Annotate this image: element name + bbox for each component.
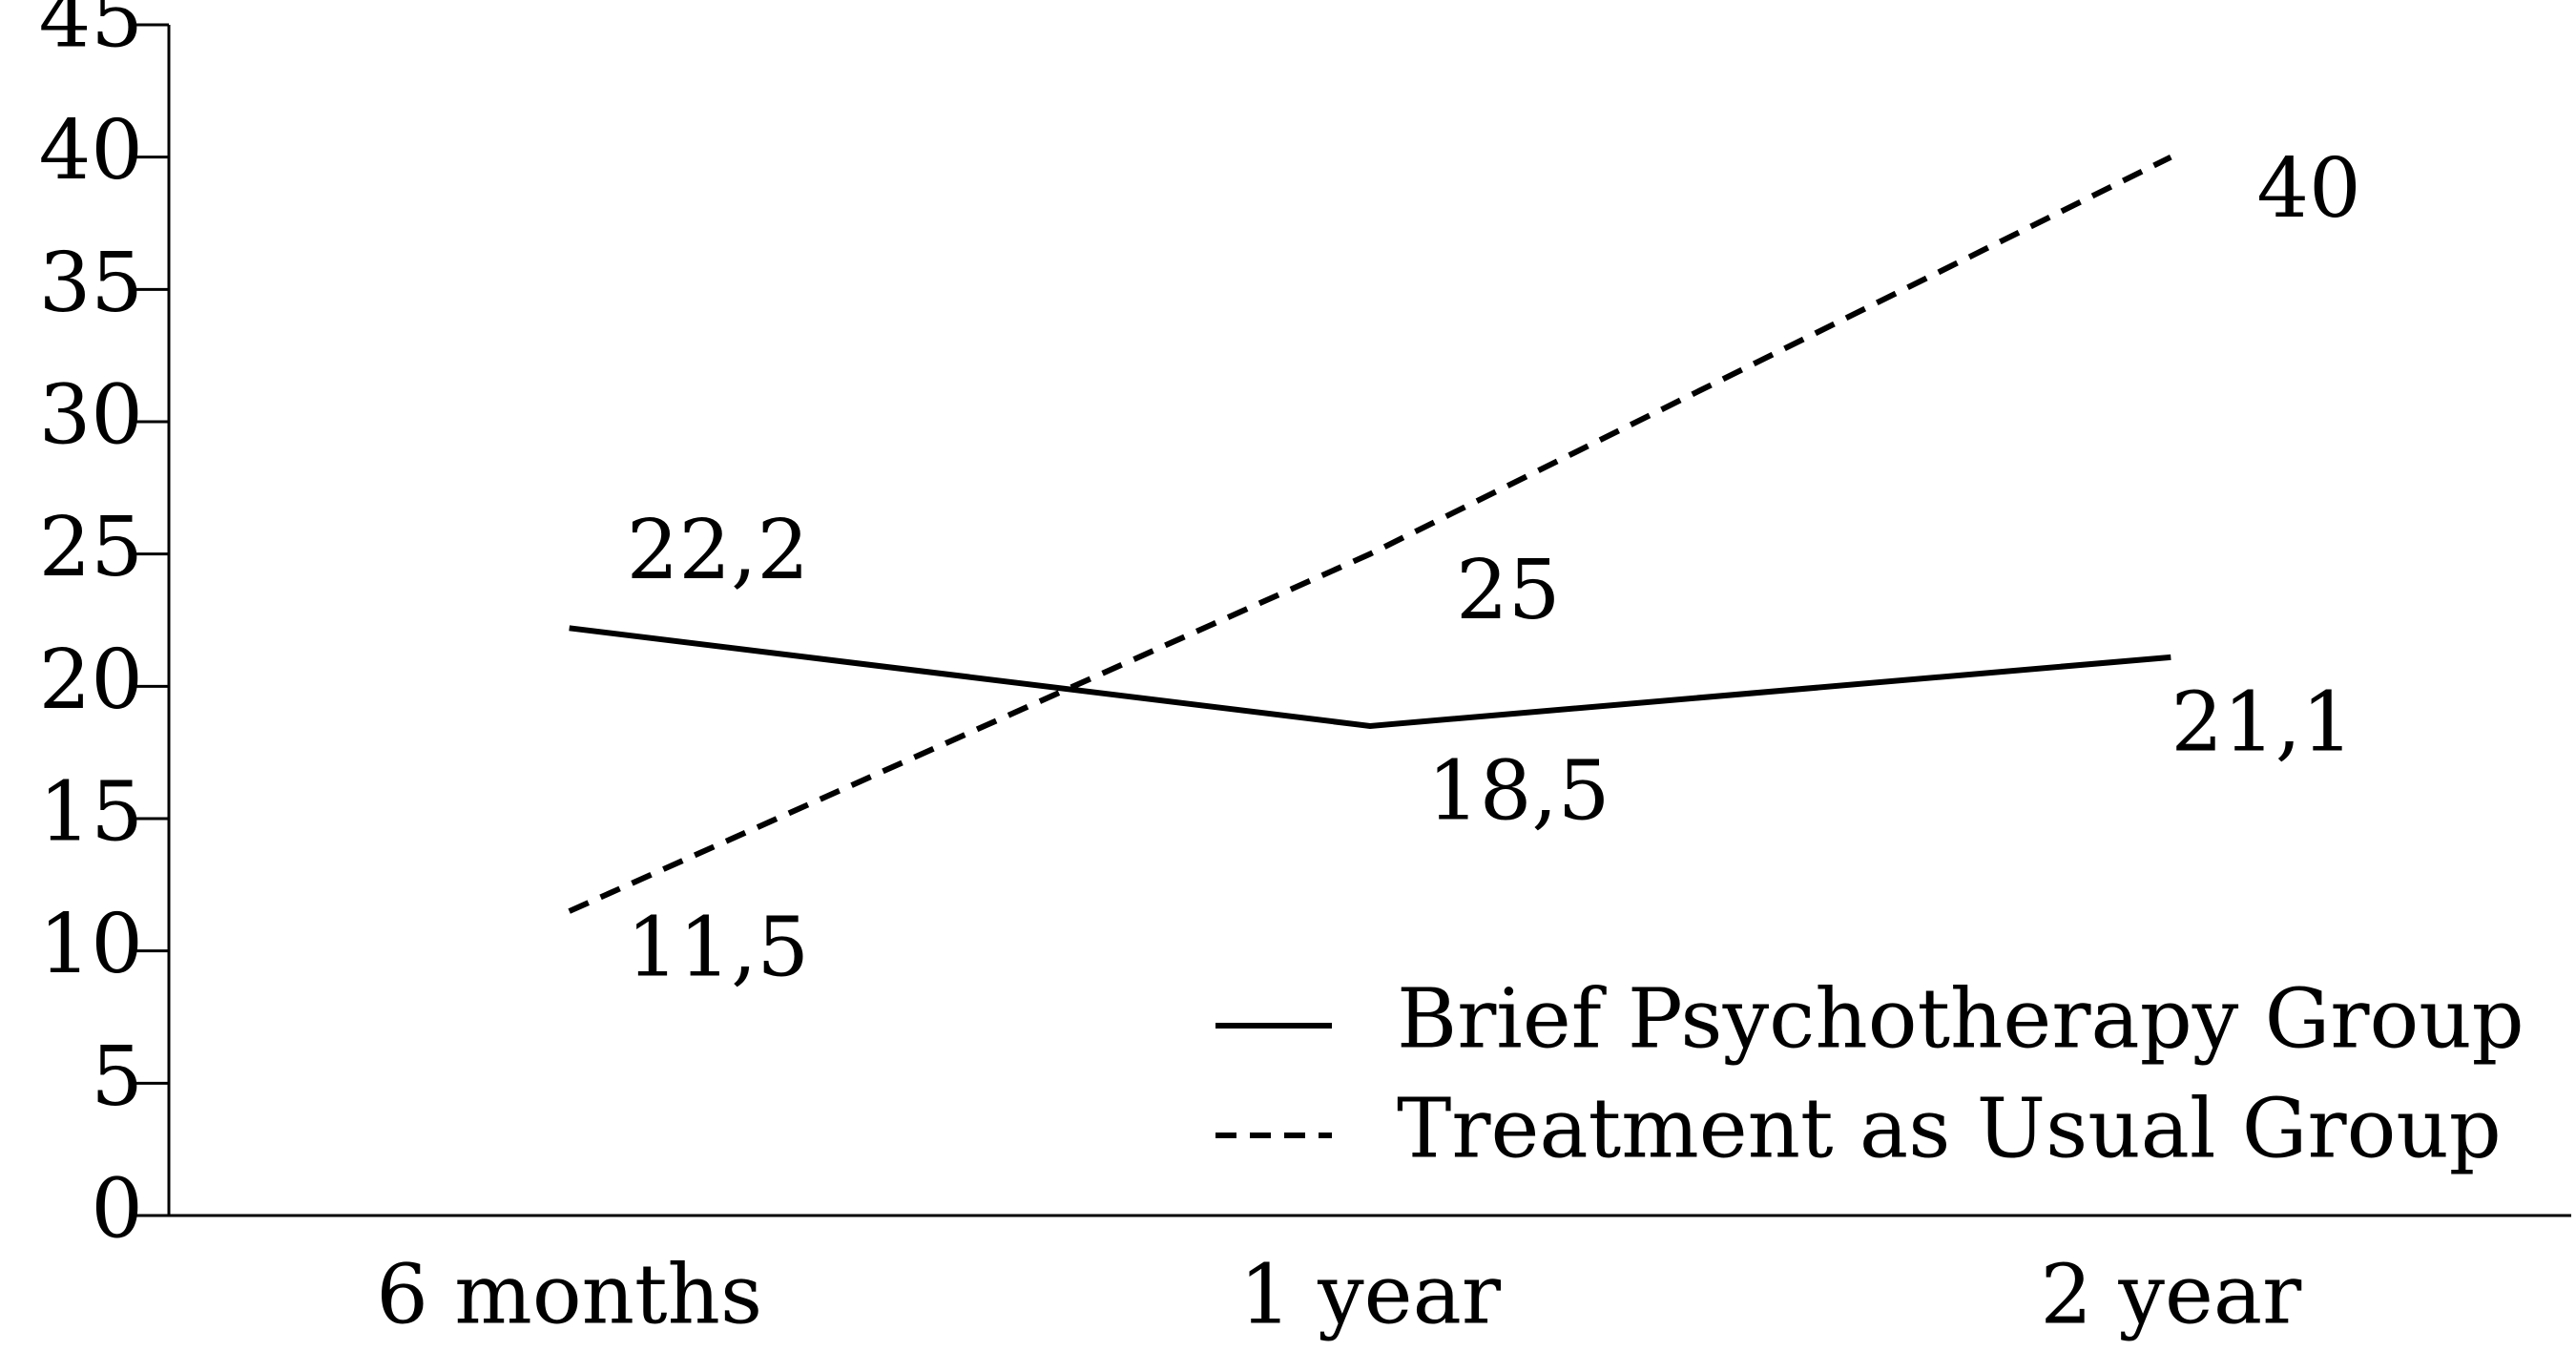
x-tick-label: 6 months — [376, 1248, 762, 1343]
series-line — [568, 154, 2172, 914]
legend-label: Brief Psychotherapy Group — [1397, 972, 2524, 1068]
y-tick-label: 20 — [39, 633, 143, 728]
series-line — [569, 625, 2171, 729]
y-tick-label: 10 — [39, 897, 143, 992]
value-label: 11,5 — [627, 901, 809, 996]
y-tick-label: 5 — [91, 1029, 143, 1125]
x-tick-label: 1 year — [1239, 1248, 1502, 1343]
y-tick-label: 15 — [39, 765, 143, 861]
value-label: 40 — [2256, 141, 2360, 237]
value-label: 22,2 — [627, 503, 809, 598]
y-tick-label: 0 — [91, 1162, 143, 1257]
y-tick-label: 25 — [39, 500, 143, 595]
x-tick-label: 2 year — [2040, 1248, 2302, 1343]
value-label: 18,5 — [1427, 743, 1610, 839]
y-tick-label: 40 — [39, 103, 143, 198]
y-tick-label: 35 — [39, 236, 143, 331]
y-tick-label: 30 — [39, 368, 143, 464]
legend-label: Treatment as Usual Group — [1397, 1082, 2502, 1177]
y-tick-label: 45 — [39, 0, 143, 67]
value-label: 25 — [1456, 543, 1560, 638]
value-label: 21,1 — [2171, 675, 2353, 770]
